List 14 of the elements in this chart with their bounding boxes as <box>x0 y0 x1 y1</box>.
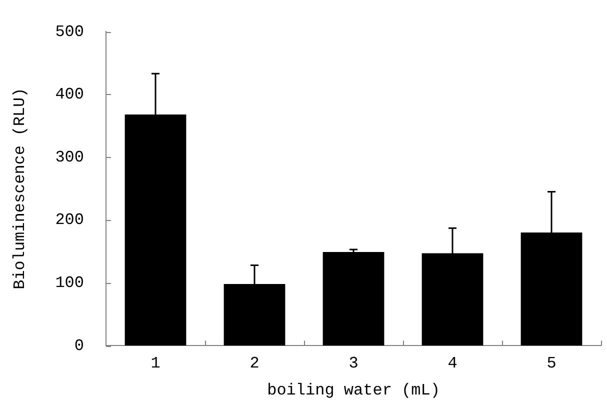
y-tick-label: 500 <box>55 22 84 41</box>
y-tick-label: 100 <box>55 274 84 292</box>
bar <box>322 252 384 346</box>
x-axis-title: boiling water (mL) <box>267 382 440 400</box>
x-tick-label: 1 <box>150 354 160 372</box>
y-tick-label: 300 <box>55 148 84 166</box>
y-tick-label: 400 <box>55 86 84 104</box>
y-tick-label: 0 <box>74 336 84 355</box>
x-tick-label: 2 <box>250 354 260 372</box>
y-axis-title: Bioluminescence (RLU) <box>10 88 29 290</box>
x-tick-label: 5 <box>546 354 556 372</box>
y-tick-label: 200 <box>55 211 84 230</box>
x-tick-label: 4 <box>448 354 458 372</box>
x-tick-label: 3 <box>348 354 358 372</box>
